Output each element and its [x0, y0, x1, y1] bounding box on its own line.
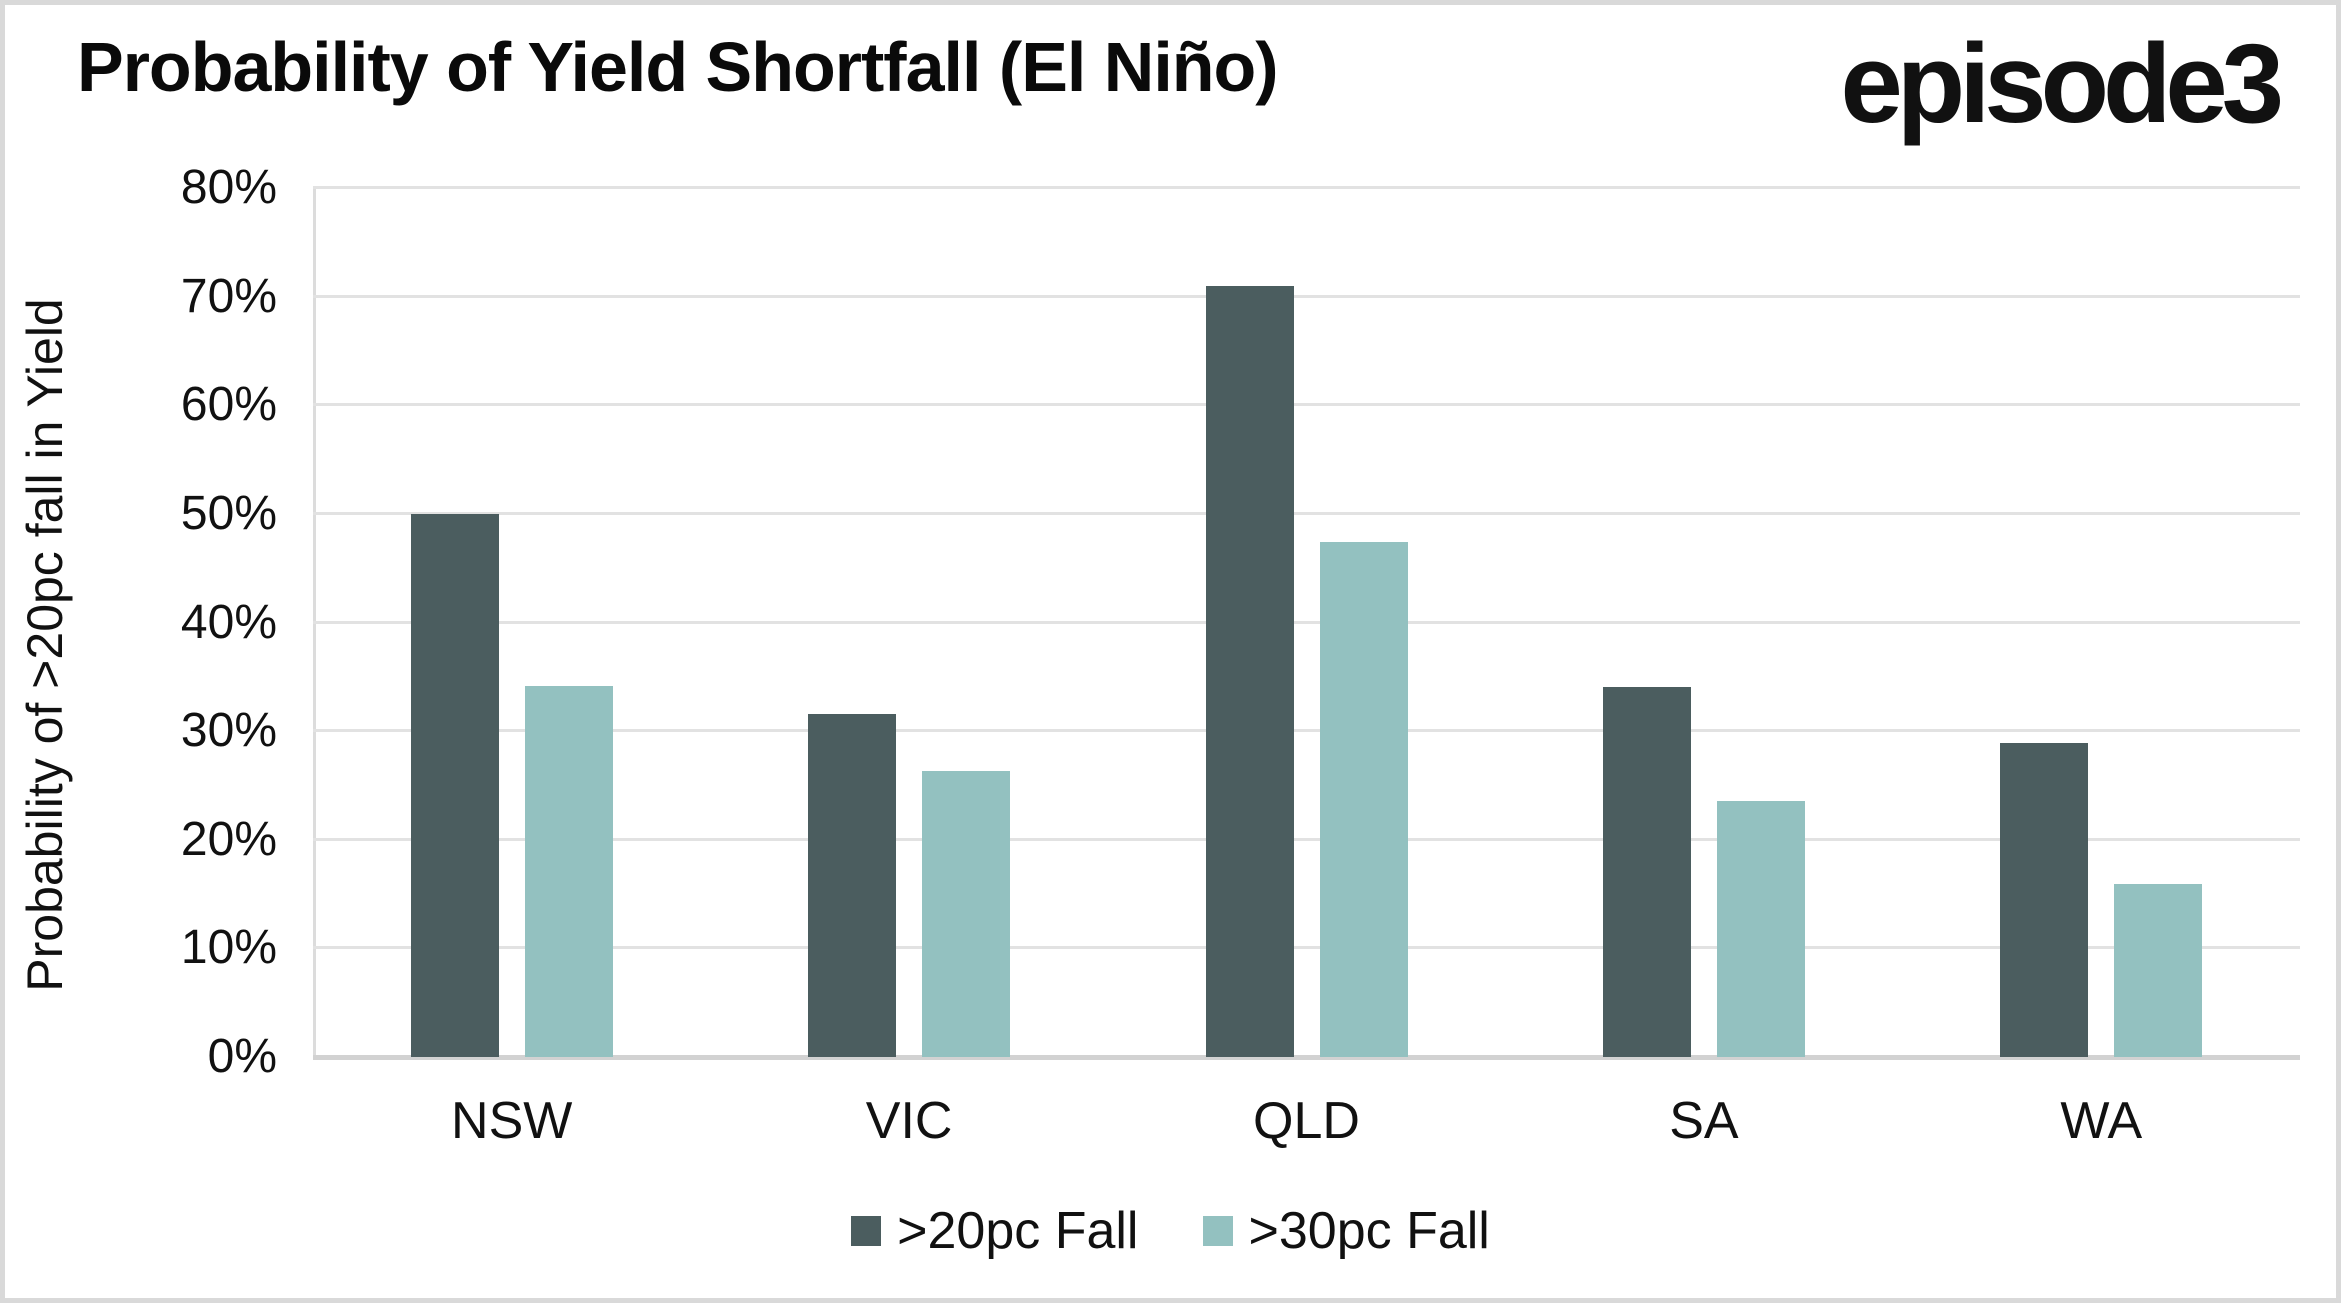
bar-group-nsw [313, 188, 710, 1057]
bar-qld-series-1 [1205, 285, 1294, 1057]
y-tick-label: 40% [180, 595, 277, 649]
y-tick-label: 30% [180, 704, 277, 758]
legend-swatch-1 [851, 1216, 882, 1246]
bar-group-wa [1903, 188, 2300, 1057]
gridline [313, 729, 2300, 733]
y-tick-label: 10% [180, 921, 277, 975]
legend-item-1: >20pc Fall [851, 1201, 1139, 1261]
y-tick-label: 80% [180, 161, 277, 214]
bar-wa-series-2 [2114, 884, 2203, 1057]
bar-vic-series-1 [808, 713, 897, 1057]
y-tick-label: 20% [180, 812, 277, 866]
legend: >20pc Fall >30pc Fall [5, 1201, 2336, 1261]
bar-group-vic [710, 188, 1107, 1057]
gridline [313, 511, 2300, 515]
x-axis-label-nsw: NSW [451, 1092, 573, 1150]
x-axis-label-wa: WA [2060, 1092, 2143, 1150]
gridline [313, 620, 2300, 624]
plot-area [313, 186, 2300, 1060]
legend-swatch-2 [1202, 1216, 1233, 1246]
y-tick-label: 70% [180, 269, 277, 323]
x-axis-baseline [313, 1055, 2300, 1060]
x-axis-label-vic: VIC [865, 1092, 953, 1150]
y-tick-label: 60% [180, 378, 277, 432]
bar-vic-series-2 [922, 771, 1011, 1057]
gridline [313, 946, 2300, 950]
gridline [313, 186, 2300, 189]
gridline [313, 294, 2300, 298]
gridline [313, 837, 2300, 841]
legend-label-1: >20pc Fall [897, 1202, 1139, 1260]
legend-item-2: >30pc Fall [1202, 1201, 1490, 1261]
bar-nsw-series-1 [410, 513, 499, 1057]
chart-title: Probability of Yield Shortfall (El Niño) [77, 28, 1279, 106]
bar-sa-series-1 [1602, 686, 1691, 1057]
gridline [313, 403, 2300, 407]
episode3-logo: episode3 [1840, 21, 2284, 146]
bar-group-sa [1505, 188, 1902, 1057]
x-axis-label-qld: QLD [1253, 1092, 1360, 1150]
bar-sa-series-2 [1716, 800, 1805, 1057]
y-tick-label: 50% [180, 486, 277, 540]
bar-group-qld [1108, 188, 1505, 1057]
x-axis-labels: NSW VIC QLD SA WA [313, 1091, 2300, 1151]
bar-groups [313, 188, 2300, 1057]
bar-nsw-series-2 [524, 685, 613, 1057]
bar-qld-series-2 [1319, 542, 1408, 1057]
bar-wa-series-1 [2000, 743, 2089, 1057]
x-axis-label-sa: SA [1669, 1092, 1739, 1150]
y-tick-label: 0% [207, 1030, 277, 1083]
legend-label-2: >30pc Fall [1248, 1202, 1490, 1260]
